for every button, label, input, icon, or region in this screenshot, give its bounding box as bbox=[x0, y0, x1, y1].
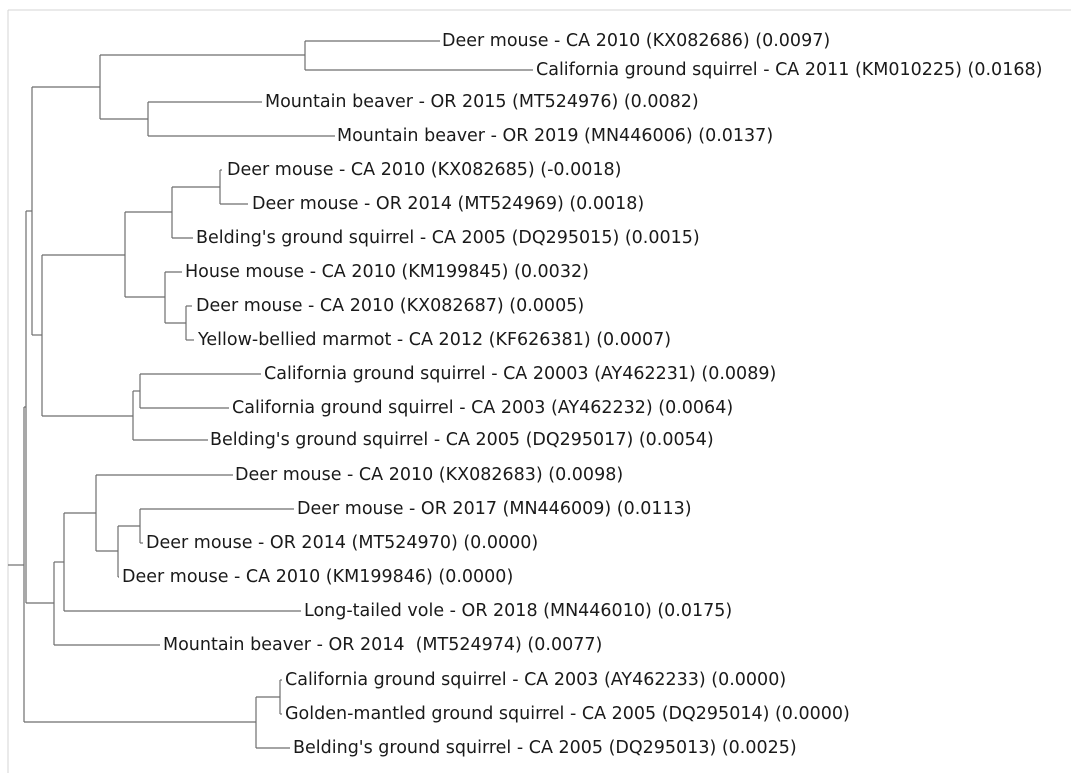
leaf-label-L6: Deer mouse - OR 2014 (MT524969) (0.0018) bbox=[252, 194, 644, 214]
leaf-label-L7: Belding's ground squirrel - CA 2005 (DQ2… bbox=[196, 228, 700, 248]
leaf-label-L15: Deer mouse - OR 2017 (MN446009) (0.0113) bbox=[297, 499, 692, 519]
leaf-label-L14: Deer mouse - CA 2010 (KX082683) (0.0098) bbox=[235, 465, 623, 485]
leaf-label-L19: Mountain beaver - OR 2014 (MT524974) (0.… bbox=[163, 635, 602, 655]
tree-branches bbox=[8, 40, 533, 749]
tree-leaf-labels: Deer mouse - CA 2010 (KX082686) (0.0097)… bbox=[122, 31, 1042, 758]
leaf-label-L2: California ground squirrel - CA 2011 (KM… bbox=[536, 60, 1042, 80]
leaf-label-L11: California ground squirrel - CA 20003 (A… bbox=[264, 364, 776, 384]
leaf-label-L4: Mountain beaver - OR 2019 (MN446006) (0.… bbox=[337, 126, 773, 146]
leaf-label-L1: Deer mouse - CA 2010 (KX082686) (0.0097) bbox=[442, 31, 830, 51]
leaf-label-L10: Yellow-bellied marmot - CA 2012 (KF62638… bbox=[197, 330, 671, 350]
leaf-label-L12: California ground squirrel - CA 2003 (AY… bbox=[232, 398, 733, 418]
leaf-label-L5: Deer mouse - CA 2010 (KX082685) (-0.0018… bbox=[227, 160, 621, 180]
leaf-label-L22: Belding's ground squirrel - CA 2005 (DQ2… bbox=[293, 738, 797, 758]
leaf-label-L3: Mountain beaver - OR 2015 (MT524976) (0.… bbox=[265, 92, 699, 112]
leaf-label-L13: Belding's ground squirrel - CA 2005 (DQ2… bbox=[210, 430, 714, 450]
leaf-label-L20: California ground squirrel - CA 2003 (AY… bbox=[285, 670, 786, 690]
leaf-label-L18: Long-tailed vole - OR 2018 (MN446010) (0… bbox=[304, 601, 732, 621]
leaf-label-L17: Deer mouse - CA 2010 (KM199846) (0.0000) bbox=[122, 567, 513, 587]
leaf-label-L8: House mouse - CA 2010 (KM199845) (0.0032… bbox=[185, 262, 589, 282]
leaf-label-L16: Deer mouse - OR 2014 (MT524970) (0.0000) bbox=[146, 533, 538, 553]
leaf-label-L9: Deer mouse - CA 2010 (KX082687) (0.0005) bbox=[196, 296, 584, 316]
leaf-label-L21: Golden-mantled ground squirrel - CA 2005… bbox=[285, 704, 850, 724]
